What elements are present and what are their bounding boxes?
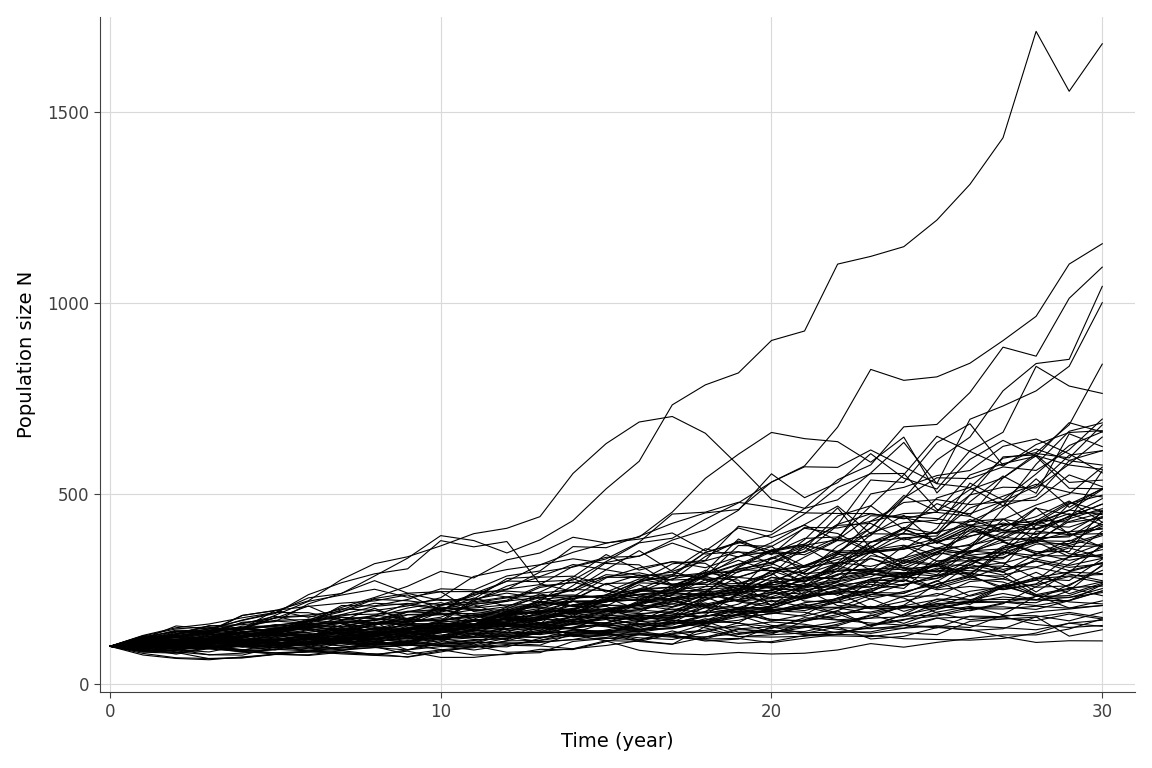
Y-axis label: Population size N: Population size N (16, 271, 36, 438)
X-axis label: Time (year): Time (year) (561, 733, 674, 751)
